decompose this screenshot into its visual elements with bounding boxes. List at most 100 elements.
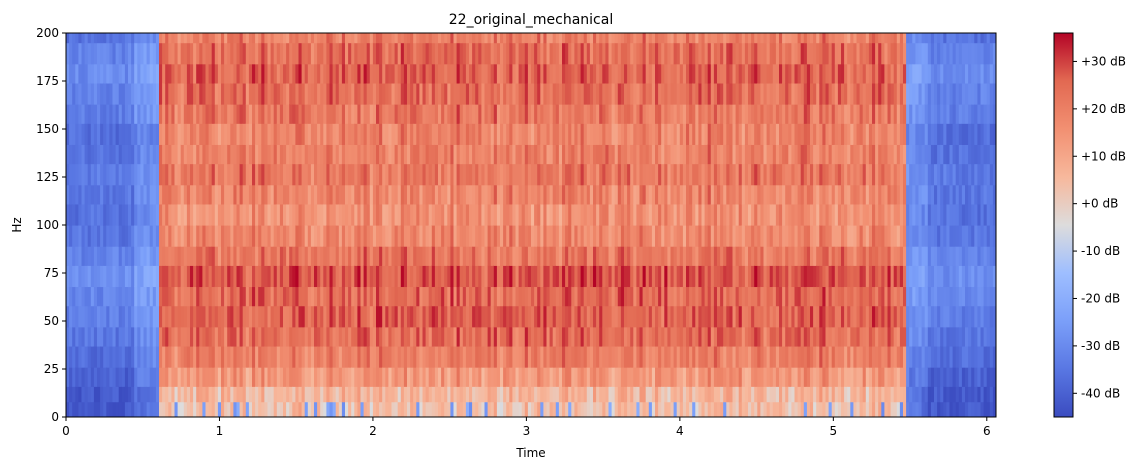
heatmap-cell [410, 42, 414, 65]
heatmap-cell [193, 246, 197, 266]
heatmap-cell [639, 184, 644, 205]
heatmap-cell [503, 144, 507, 165]
heatmap-cell [75, 63, 79, 84]
heatmap-cell [289, 163, 293, 186]
heatmap-cell [211, 286, 216, 307]
heatmap-cell [109, 33, 114, 44]
heatmap-cell [317, 163, 321, 186]
heatmap-cell [552, 345, 557, 368]
heatmap-cell [143, 286, 148, 307]
heatmap-cell [754, 42, 758, 65]
heatmap-cell [255, 386, 259, 403]
heatmap-cell [128, 63, 132, 84]
heatmap-cell [667, 246, 672, 266]
heatmap-cell [552, 326, 557, 347]
heatmap-cell [478, 345, 482, 368]
heatmap-cell [627, 246, 631, 266]
heatmap-cell [177, 104, 182, 124]
heatmap-cell [391, 33, 396, 44]
heatmap-cell [611, 184, 616, 205]
heatmap-cell [143, 63, 148, 84]
heatmap-cell [828, 203, 833, 226]
heatmap-cell [642, 367, 647, 387]
heatmap-cell [267, 246, 272, 266]
heatmap-cell [537, 345, 541, 368]
heatmap-cell [270, 246, 275, 266]
heatmap-cell [317, 33, 321, 44]
heatmap-cell [717, 163, 721, 186]
heatmap-cell [264, 203, 269, 226]
heatmap-cell [496, 386, 501, 403]
heatmap-cell [782, 225, 786, 247]
heatmap-cell [267, 33, 272, 44]
heatmap-cell [338, 123, 343, 145]
heatmap-cell [741, 225, 746, 247]
heatmap-cell [763, 386, 768, 403]
heatmap-cell [301, 184, 306, 205]
heatmap-cell [500, 104, 504, 124]
heatmap-cell [481, 163, 486, 186]
heatmap-cell [589, 33, 594, 44]
heatmap-cell [428, 326, 433, 347]
heatmap-cell [698, 345, 703, 368]
heatmap-cell [717, 246, 721, 266]
heatmap-cell [199, 401, 203, 417]
heatmap-cell [475, 123, 479, 145]
heatmap-cell [692, 63, 696, 84]
heatmap-cell [410, 144, 414, 165]
heatmap-cell [469, 246, 473, 266]
heatmap-cell [403, 82, 408, 105]
heatmap-cell [329, 82, 334, 105]
heatmap-cell [624, 246, 628, 266]
heatmap-cell [66, 82, 70, 105]
heatmap-cell [326, 184, 331, 205]
heatmap-cell [75, 163, 79, 186]
heatmap-cell [186, 246, 191, 266]
heatmap-cell [506, 265, 510, 288]
heatmap-cell [701, 286, 706, 307]
heatmap-cell [816, 104, 820, 124]
heatmap-cell [695, 265, 699, 288]
heatmap-cell [388, 82, 393, 105]
heatmap-cell [465, 265, 470, 288]
heatmap-cell [456, 33, 461, 44]
heatmap-cell [304, 265, 309, 288]
heatmap-cell [738, 345, 743, 368]
heatmap-cell [137, 326, 141, 347]
heatmap-cell [103, 203, 107, 226]
heatmap-cell [320, 265, 324, 288]
heatmap-cell [772, 203, 777, 226]
heatmap-cell [258, 163, 262, 186]
heatmap-cell [831, 345, 836, 368]
heatmap-cell [360, 203, 365, 226]
heatmap-cell [323, 326, 327, 347]
heatmap-cell [636, 286, 641, 307]
heatmap-cell [825, 326, 830, 347]
heatmap-cell [261, 123, 265, 145]
heatmap-cell [797, 42, 802, 65]
heatmap-cell [140, 225, 145, 247]
heatmap-cell [298, 225, 303, 247]
heatmap-cell [301, 42, 306, 65]
heatmap-cell [633, 33, 637, 44]
heatmap-cell [196, 144, 200, 165]
heatmap-cell [822, 123, 827, 145]
heatmap-cell [754, 286, 758, 307]
heatmap-cell [571, 286, 575, 307]
heatmap-cell [180, 144, 185, 165]
heatmap-cell [493, 265, 498, 288]
heatmap-cell [276, 345, 281, 368]
heatmap-cell [831, 401, 836, 417]
heatmap-cell [748, 184, 752, 205]
heatmap-cell [512, 246, 517, 266]
heatmap-cell [149, 184, 154, 205]
heatmap-cell [224, 144, 228, 165]
heatmap-cell [562, 386, 566, 403]
heatmap-cell [611, 345, 616, 368]
heatmap-cell [744, 246, 749, 266]
heatmap-cell [487, 326, 492, 347]
heatmap-cell [323, 123, 327, 145]
heatmap-cell [137, 246, 141, 266]
heatmap-cell [425, 367, 430, 387]
heatmap-cell [369, 265, 374, 288]
